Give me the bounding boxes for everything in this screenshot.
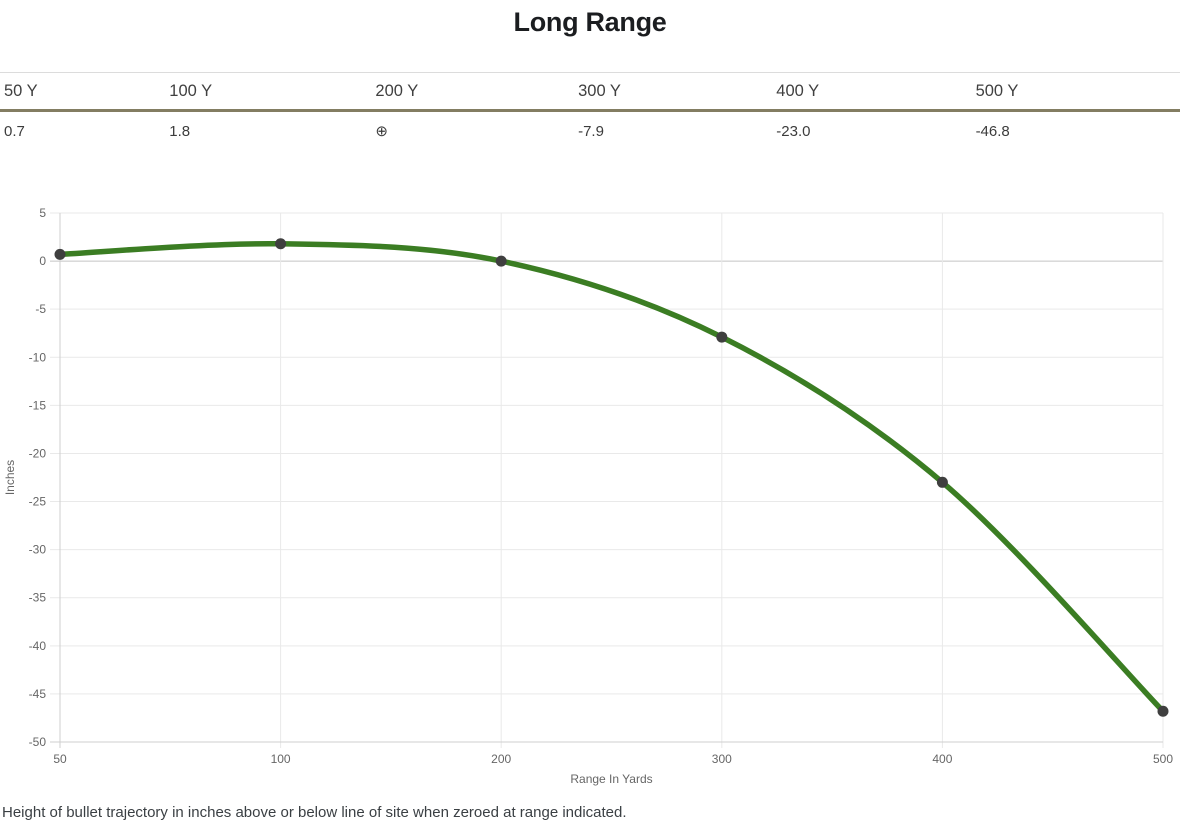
- trajectory-value-cell: -23.0: [776, 122, 811, 140]
- x-axis-tick-label: 400: [932, 752, 952, 766]
- data-point: [275, 238, 287, 250]
- data-point: [716, 331, 728, 343]
- x-axis-tick-label: 200: [491, 752, 511, 766]
- trajectory-line: [57, 240, 1166, 714]
- trajectory-value-cell: -7.9: [578, 122, 604, 140]
- y-axis-tick-label: 5: [39, 206, 46, 220]
- table-header-row: 50 Y 100 Y 200 Y 300 Y 400 Y 500 Y: [0, 72, 1180, 112]
- range-column-header: 300 Y: [574, 72, 773, 112]
- data-point: [495, 255, 507, 267]
- trajectory-value-cell: 0.7: [4, 122, 25, 140]
- x-axis-tick-label: 500: [1153, 752, 1173, 766]
- y-axis-tick-label: -20: [29, 446, 47, 460]
- x-axis-tick-label: 100: [271, 752, 291, 766]
- range-column-header: 200 Y: [371, 72, 575, 112]
- y-axis-tick-label: -15: [29, 398, 47, 412]
- trajectory-chart-container: 5 0 -5 -10 -15 -20 -25 -30 -35 -40 -45 -50 50 100 200 3…: [0, 197, 1180, 797]
- y-axis-tick-label: -30: [29, 543, 47, 557]
- y-axis-title: Inches: [3, 460, 17, 495]
- table-value-row: 0.7 1.8 ⊕ -7.9 -23.0 -46.8: [0, 111, 1180, 150]
- data-point: [1157, 705, 1169, 717]
- range-column-header: 400 Y: [772, 72, 972, 112]
- y-axis-tick-label: -25: [29, 495, 47, 509]
- y-axis-tick-label: -40: [29, 639, 47, 653]
- trajectory-table: 50 Y 100 Y 200 Y 300 Y 400 Y 500 Y 0.7 1…: [0, 72, 1180, 149]
- zero-crosshair-icon: ⊕: [375, 123, 388, 140]
- y-axis-tick-label: -10: [29, 350, 47, 364]
- trajectory-table-container: 50 Y 100 Y 200 Y 300 Y 400 Y 500 Y 0.7 1…: [0, 72, 1180, 149]
- y-axis-tick-label: 0: [39, 254, 46, 268]
- trajectory-value-cell: -46.8: [975, 122, 1010, 140]
- range-column-header: 50 Y: [0, 72, 166, 112]
- range-column-header: 100 Y: [165, 72, 372, 112]
- data-point: [936, 476, 948, 488]
- x-axis-tick-label: 50: [53, 752, 67, 766]
- x-axis-tick-label: 300: [712, 752, 732, 766]
- y-axis-tick-label: -5: [35, 302, 46, 316]
- x-axis-title: Range In Yards: [570, 772, 652, 786]
- trajectory-value-cell: 1.8: [169, 122, 191, 140]
- range-column-header: 500 Y: [971, 72, 1180, 112]
- data-point: [54, 248, 66, 260]
- y-axis-tick-label: -50: [29, 735, 47, 749]
- y-axis-tick-label: -45: [29, 687, 47, 701]
- page-title: Long Range: [513, 7, 667, 37]
- y-axis-tick-label: -35: [29, 591, 47, 605]
- chart-caption: Height of bullet trajectory in inches ab…: [2, 804, 627, 821]
